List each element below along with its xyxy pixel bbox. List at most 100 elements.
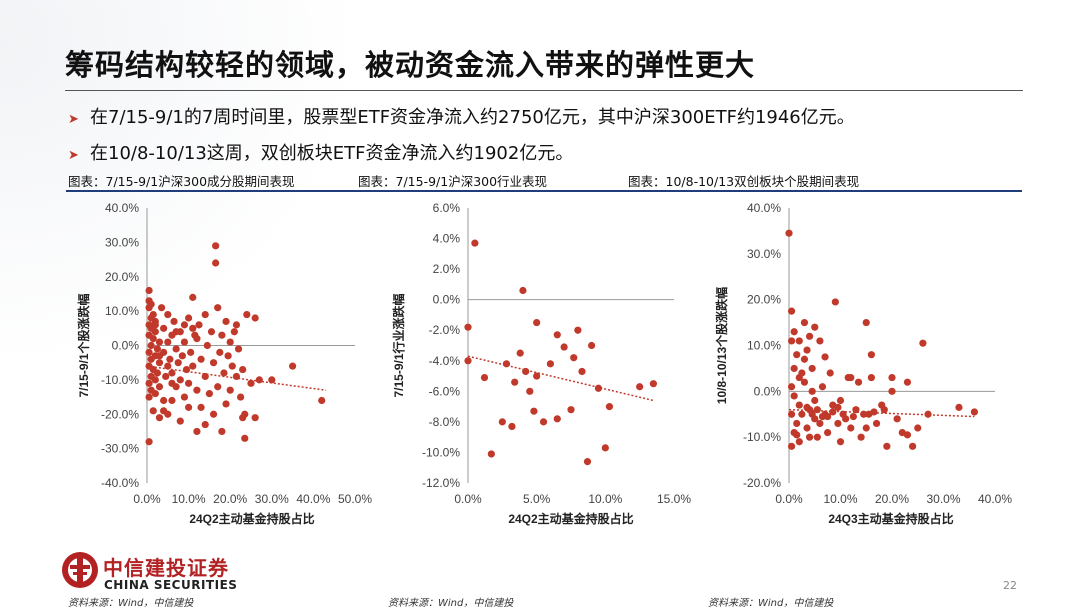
x-tick-label: 40.0%	[978, 492, 1012, 506]
data-point	[174, 359, 182, 367]
data-point	[867, 373, 876, 382]
data-point	[862, 424, 870, 432]
data-point	[164, 362, 172, 370]
data-point	[800, 355, 809, 363]
data-point	[533, 372, 541, 380]
y-tick-label: 40.0%	[105, 201, 139, 215]
y-tick-label: -10.0%	[422, 445, 460, 459]
x-tick-label: 0.0%	[775, 492, 803, 506]
data-point	[578, 367, 586, 376]
data-point	[793, 419, 801, 428]
data-point	[808, 410, 816, 418]
x-tick-label: 0.0%	[133, 492, 161, 506]
data-point	[818, 412, 827, 421]
data-point	[157, 304, 166, 312]
data-point	[155, 338, 164, 346]
background-wash	[0, 0, 420, 420]
data-point	[847, 424, 855, 432]
x-tick-label: 40.0%	[296, 492, 330, 506]
data-point	[160, 407, 168, 415]
x-tick-label: 30.0%	[255, 492, 289, 506]
data-point	[209, 359, 218, 367]
y-tick-label: 10.0%	[105, 304, 139, 318]
y-axis-label: 7/15-9/1行业涨跌幅	[391, 293, 406, 397]
page-title: 筹码结构较轻的领域，被动资金流入带来的弹性更大	[65, 48, 756, 82]
data-point	[185, 403, 193, 411]
x-tick-label: 10.0%	[172, 492, 206, 506]
data-point	[808, 364, 816, 373]
data-point	[214, 383, 222, 391]
data-point	[239, 414, 247, 422]
data-point	[153, 369, 161, 377]
data-point	[212, 242, 220, 250]
data-point	[185, 379, 193, 387]
data-point	[870, 408, 878, 416]
data-point	[226, 386, 234, 394]
data-point	[826, 369, 834, 377]
y-tick-label: 10.0%	[747, 339, 781, 353]
x-axis-label: 24Q3主动基金持股占比	[828, 511, 953, 526]
data-point	[151, 321, 159, 329]
data-point	[201, 310, 209, 319]
data-point	[180, 338, 189, 346]
source-note-1: 资料来源：Wind，中信建投	[68, 598, 194, 609]
y-tick-label: 30.0%	[747, 247, 781, 261]
data-point	[847, 373, 855, 382]
data-point	[567, 406, 575, 414]
chart-2-caption: 图表：7/15-9/1沪深300行业表现	[358, 174, 548, 189]
data-point	[155, 352, 164, 360]
data-point	[787, 383, 796, 391]
data-point	[793, 351, 801, 359]
source-note-3: 资料来源：Wind，中信建投	[708, 598, 834, 609]
data-point	[793, 431, 801, 439]
data-point	[207, 328, 216, 336]
data-point	[151, 328, 159, 336]
data-point	[218, 427, 226, 436]
data-point	[818, 383, 827, 391]
data-point	[230, 328, 238, 336]
data-point	[813, 406, 821, 414]
x-tick-label: 0.0%	[454, 492, 482, 506]
data-point	[464, 357, 472, 365]
bullet-2: ➤ 在10/8-10/13这周，双创板块ETF资金净流入约1902亿元。	[68, 139, 573, 165]
data-point	[849, 412, 857, 421]
data-point	[268, 376, 276, 384]
data-point	[145, 438, 153, 446]
x-tick-label: 10.0%	[823, 492, 857, 506]
y-tick-label: 0.0%	[433, 293, 461, 307]
data-point	[218, 331, 226, 339]
data-point	[601, 444, 609, 452]
data-point	[180, 321, 189, 329]
data-point	[824, 428, 832, 437]
data-point	[839, 410, 847, 418]
data-point	[247, 379, 255, 387]
source-note-2: 资料来源：Wind，中信建投	[388, 598, 514, 609]
data-point	[816, 337, 824, 345]
data-point	[519, 286, 527, 295]
data-point	[605, 403, 614, 411]
data-point	[530, 407, 538, 415]
data-point	[553, 331, 561, 339]
data-point	[831, 298, 839, 306]
data-point	[816, 419, 824, 428]
data-point	[168, 396, 176, 405]
logo-text-en: CHINA SECURITIES	[104, 578, 238, 592]
data-point	[787, 307, 796, 315]
data-point	[785, 229, 793, 237]
citic-logo-icon	[62, 552, 98, 588]
data-point	[914, 424, 922, 432]
data-point	[903, 378, 912, 386]
data-point	[187, 348, 195, 356]
data-point	[487, 450, 495, 458]
data-point	[811, 396, 819, 405]
data-point	[787, 442, 796, 450]
data-point	[795, 337, 803, 345]
y-tick-label: -30.0%	[101, 442, 139, 456]
data-point	[811, 323, 819, 331]
data-point	[795, 401, 803, 409]
y-tick-label: 2.0%	[433, 262, 461, 276]
data-point	[955, 403, 963, 411]
y-tick-label: 20.0%	[747, 293, 781, 307]
data-point	[787, 410, 796, 418]
